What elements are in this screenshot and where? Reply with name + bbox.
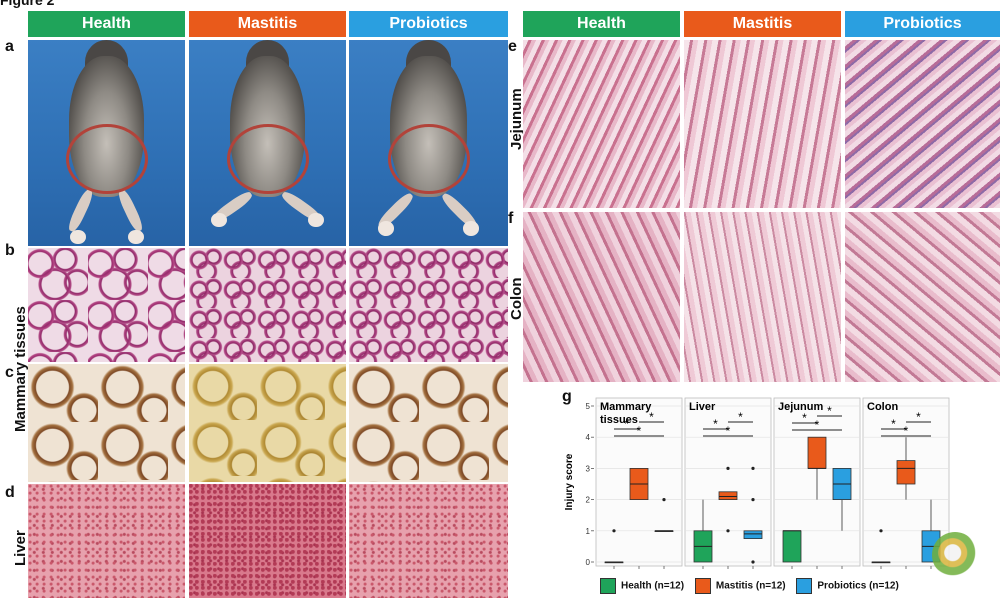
micrograph-colon-probiotics <box>845 212 1000 382</box>
micrograph-mammary-ihc-mastitis <box>189 364 346 482</box>
significance-star: * <box>802 411 807 425</box>
box-mastitis <box>807 436 827 469</box>
significance-star: * <box>637 424 642 438</box>
facet-title: tissues <box>600 414 638 426</box>
y-tick-label: 2 <box>586 496 591 505</box>
figure-title: Figure 2 <box>0 0 55 8</box>
outlier-point <box>726 466 730 470</box>
micrograph-mammary-ihc-health <box>28 364 185 482</box>
facet-title: Mammary <box>600 401 652 413</box>
y-tick-label: 5 <box>586 402 591 411</box>
significance-star: * <box>713 417 718 431</box>
panel-label-a: a <box>5 38 14 55</box>
photo-mouse-mastitis <box>189 40 346 246</box>
header-health-right: Health <box>523 11 680 37</box>
legend-item-health: Health (n=12) <box>600 578 684 594</box>
outlier-point <box>751 466 755 470</box>
significance-star: * <box>624 417 629 431</box>
legend-label-health: Health (n=12) <box>621 580 685 592</box>
legend-swatch-mastitis <box>694 578 711 594</box>
micrograph-mammary-ihc-probiotics <box>349 364 508 482</box>
significance-star: * <box>916 410 921 424</box>
micrograph-jejunum-mastitis <box>684 40 841 208</box>
highlight-circle <box>226 124 309 195</box>
header-probiotics-right: Probiotics <box>845 11 1000 37</box>
highlight-circle <box>65 124 148 195</box>
micrograph-jejunum-probiotics <box>845 40 1000 208</box>
micrograph-mammary-he-probiotics <box>349 248 508 362</box>
row-label-liver: Liver <box>12 530 29 566</box>
panel-label-g: g <box>562 388 572 405</box>
box-mastitis <box>718 491 738 501</box>
micrograph-liver-probiotics <box>349 484 508 598</box>
header-probiotics-left: Probiotics <box>349 11 508 37</box>
facet-title: Liver <box>689 401 716 413</box>
y-tick-label: 0 <box>586 558 591 567</box>
significance-star: * <box>726 424 731 438</box>
outlier-point <box>879 529 883 533</box>
micrograph-mammary-he-mastitis <box>189 248 346 362</box>
y-axis-label: Injury score <box>564 453 575 510</box>
y-tick-label: 3 <box>586 464 591 473</box>
outlier-point <box>751 498 755 502</box>
legend-item-probiotics: Probiotics (n=12) <box>796 578 899 594</box>
micrograph-liver-health <box>28 484 185 598</box>
micrograph-colon-mastitis <box>684 212 841 382</box>
legend-label-probiotics: Probiotics (n=12) <box>817 580 899 592</box>
panel-label-c: c <box>5 364 14 381</box>
micrograph-mammary-he-health <box>28 248 185 362</box>
y-tick-label: 4 <box>586 433 591 442</box>
significance-star: * <box>904 424 909 438</box>
watermark-logo <box>932 532 978 578</box>
header-mastitis-right: Mastitis <box>684 11 841 37</box>
facet-title: Jejunum <box>778 401 823 413</box>
box-health <box>782 530 802 563</box>
photo-mouse-probiotics <box>349 40 508 246</box>
significance-star: * <box>827 404 832 418</box>
legend-swatch-probiotics <box>796 578 813 594</box>
significance-star: * <box>891 417 896 431</box>
micrograph-colon-health <box>523 212 680 382</box>
outlier-point <box>612 529 616 533</box>
panel-label-b: b <box>5 242 15 259</box>
chart-legend: Health (n=12) Mastitis (n=12) Probiotics… <box>600 578 907 594</box>
header-mastitis-left: Mastitis <box>189 11 346 37</box>
box-probiotics <box>743 530 763 540</box>
micrograph-jejunum-health <box>523 40 680 208</box>
outlier-point <box>662 498 666 502</box>
facet-title: Colon <box>867 401 898 413</box>
panel-label-f: f <box>508 210 514 227</box>
row-label-mammary-tissues: Mammary tissues <box>12 306 29 432</box>
outlier-point <box>726 529 730 533</box>
significance-star: * <box>738 410 743 424</box>
micrograph-liver-mastitis <box>189 484 346 598</box>
box-mastitis <box>896 460 916 485</box>
y-tick-label: 1 <box>586 527 591 536</box>
highlight-circle <box>387 124 470 195</box>
outlier-point <box>751 560 755 564</box>
significance-star: * <box>815 418 820 432</box>
legend-swatch-health <box>600 578 616 594</box>
panel-label-e: e <box>508 38 517 55</box>
legend-label-mastitis: Mastitis (n=12) <box>715 580 786 592</box>
legend-item-mastitis: Mastitis (n=12) <box>694 578 786 594</box>
header-health-left: Health <box>28 11 185 37</box>
panel-label-d: d <box>5 484 15 501</box>
significance-star: * <box>649 410 654 424</box>
photo-mouse-health <box>28 40 185 246</box>
